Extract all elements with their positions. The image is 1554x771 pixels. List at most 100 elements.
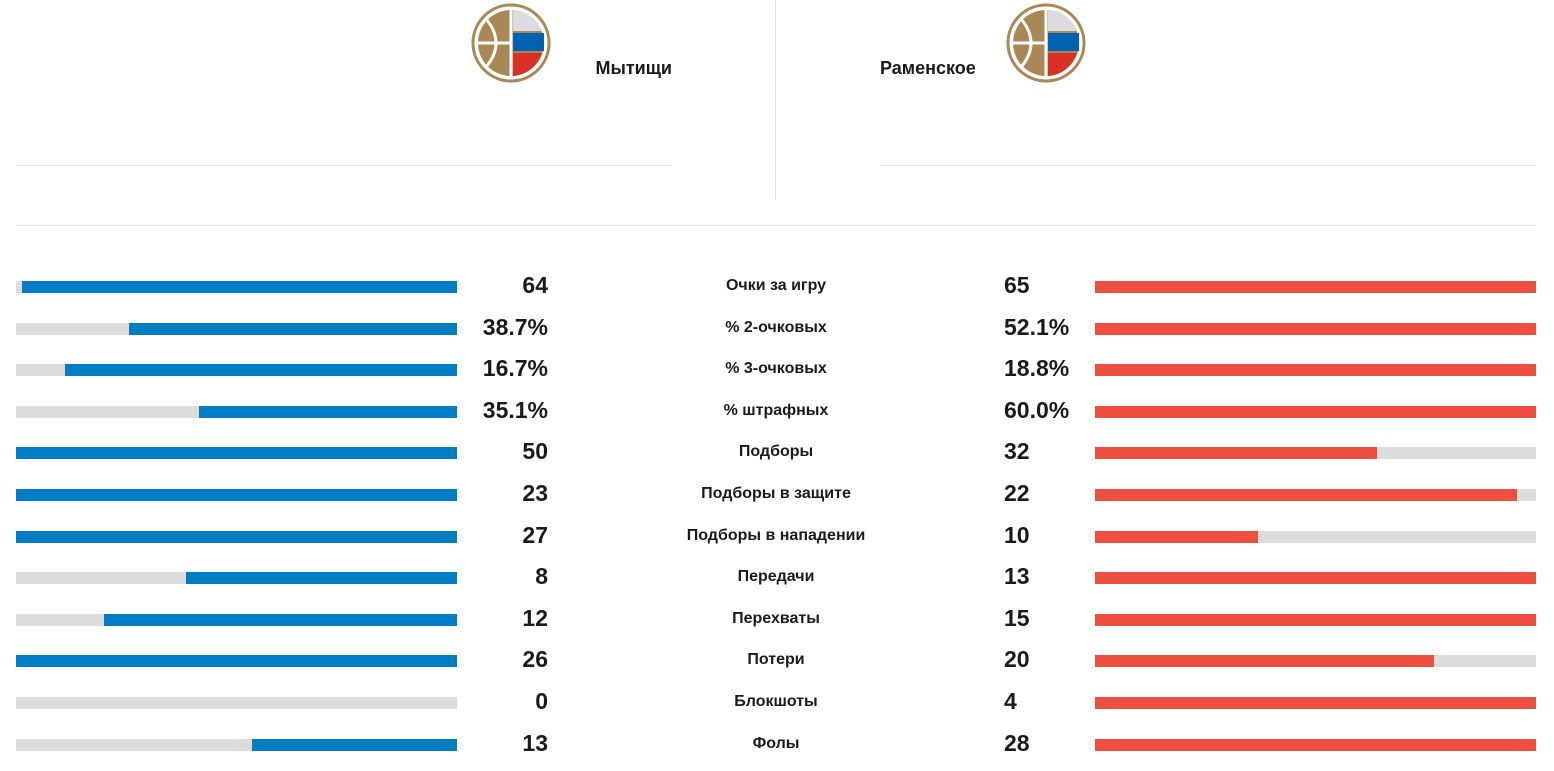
home-stat-value: 13 (522, 729, 548, 756)
home-stat-bar (16, 655, 457, 668)
away-stat-bar (1095, 613, 1536, 626)
away-stat-value: 13 (1004, 563, 1030, 590)
home-stat-bar (16, 405, 457, 418)
center-divider (775, 0, 776, 200)
away-stat-bar (1095, 696, 1536, 709)
home-stat-value: 26 (522, 646, 548, 673)
stat-label: Подборы (738, 443, 814, 461)
away-stat-bar-fill (1095, 281, 1536, 293)
home-stat-value: 23 (522, 479, 548, 506)
away-stat-value: 10 (1004, 521, 1030, 548)
away-stat-bar-fill (1095, 322, 1536, 335)
home-stat-bar-fill (16, 447, 457, 460)
away-stat-value: 18.8% (1004, 355, 1070, 382)
stat-row: 0 Блокшоты 4 (0, 682, 1554, 724)
home-stat-bar-fill (22, 281, 457, 293)
stat-row: 38.7% % 2-очковых 52.1% (0, 308, 1554, 350)
home-stat-bar (16, 364, 457, 377)
home-stat-bar (16, 572, 457, 585)
home-stat-value: 27 (522, 521, 548, 548)
stat-label: Блокшоты (734, 692, 818, 710)
away-stat-value: 52.1% (1004, 313, 1070, 340)
away-stat-bar (1095, 530, 1536, 543)
away-team-name[interactable]: Раменское (880, 58, 976, 78)
home-stat-value: 16.7% (482, 355, 548, 382)
home-stat-bar-fill (104, 613, 457, 626)
stat-row: 23 Подборы в защите 22 (0, 474, 1554, 516)
stat-row: 35.1% % штрафных 60.0% (0, 391, 1554, 433)
away-stat-bar-fill (1095, 696, 1536, 709)
stat-row: 13 Фолы 28 (0, 724, 1554, 766)
stat-label: Подборы в защите (701, 484, 851, 502)
stat-label: Фолы (752, 734, 800, 752)
away-stat-bar-fill (1095, 613, 1536, 626)
home-stat-bar-fill (65, 364, 457, 377)
away-stat-bar (1095, 572, 1536, 585)
stat-label: Подборы в нападении (686, 526, 866, 544)
stat-label: Передачи (737, 568, 815, 586)
home-stat-bar-fill (16, 488, 457, 501)
home-stat-bar (16, 738, 457, 751)
away-stat-value: 15 (1004, 604, 1030, 631)
away-stat-bar-fill (1095, 488, 1518, 501)
stat-row: 16.7% % 3-очковых 18.8% (0, 349, 1554, 391)
away-stat-value: 60.0% (1004, 396, 1070, 423)
away-stat-bar (1095, 447, 1536, 460)
home-stat-bar-fill (252, 738, 457, 751)
home-stat-bar (16, 447, 457, 460)
away-stat-bar-fill (1095, 364, 1536, 377)
home-team-logo-icon (471, 3, 551, 83)
home-stat-bar (16, 696, 457, 709)
header-divider (16, 165, 672, 166)
home-stat-value: 64 (522, 272, 548, 298)
away-stat-value: 32 (1004, 438, 1030, 465)
away-stat-bar (1095, 322, 1536, 335)
home-stat-bar (16, 281, 457, 293)
away-stat-bar (1095, 281, 1536, 293)
home-stat-bar (16, 488, 457, 501)
home-stat-value: 0 (535, 687, 548, 714)
section-divider (16, 225, 1536, 226)
home-stat-value: 8 (535, 563, 548, 590)
home-stat-bar-fill (16, 655, 457, 668)
away-stat-bar-fill (1095, 655, 1435, 668)
home-stat-value: 12 (522, 604, 548, 631)
team-stats-comparison: 64 Очки за игру 65 38.7% % 2-очковых 52.1% 16.… (0, 266, 1554, 765)
home-team-name[interactable]: Мытищи (595, 58, 673, 78)
home-stat-bar-fill (129, 322, 457, 335)
home-stat-bar (16, 530, 457, 543)
away-team-logo-icon (1006, 3, 1086, 83)
stat-row: 64 Очки за игру 65 (0, 266, 1554, 308)
away-stat-bar-fill (1095, 405, 1536, 418)
away-stat-value: 28 (1004, 729, 1030, 756)
away-stat-bar (1095, 405, 1536, 418)
away-stat-bar (1095, 655, 1536, 668)
away-stat-value: 65 (1004, 272, 1030, 298)
home-stat-value: 38.7% (482, 313, 548, 340)
home-stat-bar-fill (185, 572, 457, 585)
home-stat-bar-fill (199, 405, 457, 418)
stat-label: % 3-очковых (725, 360, 827, 378)
stat-row: 50 Подборы 32 (0, 432, 1554, 474)
away-stat-bar (1095, 488, 1536, 501)
home-stat-bar-fill (16, 530, 457, 543)
away-stat-value: 4 (1004, 687, 1017, 714)
away-stat-bar (1095, 364, 1536, 377)
stat-label: Очки за игру (725, 277, 827, 294)
home-stat-value: 50 (522, 438, 548, 465)
home-stat-bar (16, 322, 457, 335)
away-stat-bar-fill (1095, 530, 1259, 543)
away-stat-value: 20 (1004, 646, 1030, 673)
stat-label: % 2-очковых (725, 318, 827, 336)
stat-row: 26 Потери 20 (0, 640, 1554, 682)
away-stat-bar (1095, 738, 1536, 751)
stat-label: Перехваты (732, 609, 820, 627)
header-divider (880, 165, 1536, 166)
away-stat-bar-fill (1095, 572, 1536, 585)
stat-row: 27 Подборы в нападении 10 (0, 516, 1554, 558)
stat-label: Потери (747, 651, 805, 669)
away-stat-value: 22 (1004, 479, 1030, 506)
stat-row: 8 Передачи 13 (0, 557, 1554, 599)
home-stat-value: 35.1% (482, 396, 548, 423)
stat-label: % штрафных (723, 401, 829, 419)
